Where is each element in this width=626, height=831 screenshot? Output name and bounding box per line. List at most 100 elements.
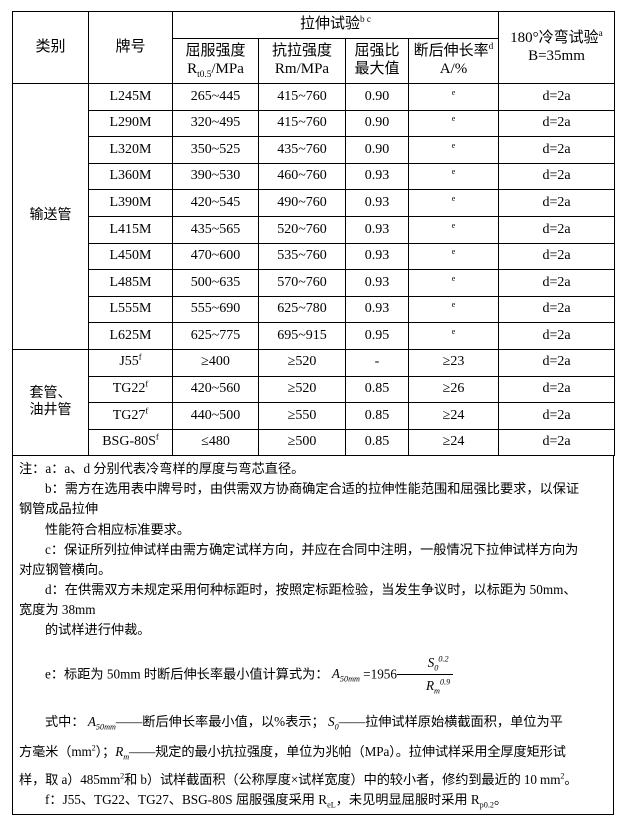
- where-var-s: S0: [328, 713, 339, 732]
- table-header: 类别 牌号 拉伸试验b c 180°冷弯试验a B=35mm 屈服强度 Rt0.…: [12, 11, 615, 84]
- cell-coldbend: d=2a: [498, 242, 615, 271]
- cell-coldbend: d=2a: [498, 162, 615, 191]
- cell-grade: L360M: [88, 162, 173, 191]
- cell-tensile-strength: ≥520: [258, 375, 346, 404]
- header-category: 类别: [12, 11, 89, 84]
- formula-lhs: A50mm: [331, 666, 360, 685]
- cell-tensile-strength: ≥520: [258, 348, 346, 377]
- note-b: b：需方在选用表中牌号时，由供需双方协商确定合适的拉伸性能范围和屈强比要求，以保…: [45, 481, 580, 497]
- cell-elongation: e: [408, 189, 499, 217]
- note-e-prefix: e：标距为 50mm 时断后伸长率最小值计算式为：: [45, 666, 329, 682]
- cell-grade: L450M: [88, 242, 173, 271]
- cell-elongation: e: [408, 295, 499, 324]
- table-row: 输送管 L245M 265~445 415~760 0.90 e d=2a: [12, 83, 615, 350]
- header-yield-subscript: t0.5: [197, 70, 212, 80]
- grade-footnote-sup: f: [138, 351, 142, 362]
- cell-grade: TG27f: [88, 402, 173, 430]
- cell-tensile-strength: 520~760: [258, 215, 346, 244]
- header-yield-strength-line2: Rt0.5/MPa: [187, 61, 244, 80]
- header-row-sub: 屈服强度 Rt0.5/MPa 抗拉强度 Rm/MPa 屈强比 最大值 断后伸长率…: [13, 38, 615, 84]
- cell-grade: L485M: [88, 269, 173, 297]
- where-var-r: Rm: [115, 743, 130, 762]
- cell-elongation: e: [408, 162, 499, 191]
- cell-tensile-strength: ≥500: [258, 428, 346, 457]
- category-label-line1: 套管、: [29, 386, 72, 402]
- cell-tensile-strength: 625~780: [258, 295, 346, 324]
- elongation-footnote-sup: e: [451, 247, 456, 257]
- elongation-footnote-sup: e: [451, 194, 456, 204]
- cell-elongation: e: [408, 83, 499, 111]
- note-a: 注：a：a、d 分别代表冷弯样的厚度与弯芯直径。: [19, 461, 305, 477]
- cell-yield-strength: 500~635: [172, 269, 259, 297]
- note-b-cont: 钢管成品拉伸: [19, 501, 99, 517]
- header-row-top: 类别 牌号 拉伸试验b c 180°冷弯试验a B=35mm: [12, 11, 615, 84]
- cell-yield-strength: 470~600: [172, 242, 259, 271]
- cell-yield-strength: 555~690: [172, 295, 259, 324]
- cell-coldbend: d=2a: [498, 189, 615, 217]
- cell-coldbend: d=2a: [498, 348, 615, 377]
- cell-elongation: e: [408, 109, 499, 138]
- cell-grade: TG22f: [88, 375, 173, 404]
- cell-yield-ratio: 0.85: [345, 402, 409, 430]
- category-cell: 套管、 油井管: [12, 348, 89, 457]
- cell-grade: L555M: [88, 295, 173, 324]
- formula-equals: =: [363, 666, 371, 682]
- note-c: c：保证所列拉伸试样由需方确定试样方向，并应在合同中注明，一般情况下拉伸试样方向…: [45, 541, 579, 557]
- cell-yield-strength: 625~775: [172, 322, 259, 350]
- header-yield-strength: 屈服强度 Rt0.5/MPa: [172, 38, 259, 84]
- where-var-a: A50mm: [87, 713, 116, 732]
- formula-fraction: S00.2 Rm0.9: [396, 653, 454, 696]
- header-elongation-sup: d: [488, 42, 494, 53]
- cell-yield-ratio: 0.93: [345, 215, 409, 244]
- header-tensile-group: 拉伸试验b c: [172, 11, 499, 39]
- table-row: L390M 420~545 490~760 0.93 e d=2a: [13, 189, 615, 217]
- cell-yield-strength: 350~525: [172, 136, 259, 164]
- header-coldbend: 180°冷弯试验a B=35mm: [498, 11, 615, 84]
- cell-yield-strength: 420~545: [172, 189, 259, 217]
- elongation-footnote-sup: e: [451, 87, 456, 97]
- cell-yield-ratio: 0.90: [345, 109, 409, 138]
- elongation-footnote-sup: e: [451, 327, 456, 337]
- table-row: TG22f 420~560 ≥520 0.85 ≥26 d=2a: [13, 375, 615, 404]
- cell-yield-ratio: 0.93: [345, 295, 409, 324]
- header-elongation-line1: 断后伸长率d: [413, 42, 494, 60]
- cell-coldbend: d=2a: [498, 269, 615, 297]
- cell-grade: L290M: [88, 109, 173, 138]
- note-b-cont2: 性能符合相应标准要求。: [45, 521, 191, 537]
- header-elongation-line2: A/%: [439, 61, 468, 77]
- cell-grade: L245M: [88, 83, 173, 111]
- cell-yield-strength: 435~565: [172, 215, 259, 244]
- cell-coldbend: d=2a: [498, 322, 615, 350]
- header-category-label: 类别: [35, 38, 66, 55]
- cell-grade: L415M: [88, 215, 173, 244]
- table-notes: 注：a：a、d 分别代表冷弯样的厚度与弯芯直径。 b：需方在选用表中牌号时，由供…: [12, 456, 614, 816]
- cell-yield-ratio: 0.93: [345, 242, 409, 271]
- table-row: L450M 470~600 535~760 0.93 e d=2a: [13, 242, 615, 271]
- cell-yield-ratio: 0.90: [345, 83, 409, 111]
- cell-coldbend: d=2a: [498, 375, 615, 404]
- elongation-footnote-sup: e: [451, 140, 456, 150]
- cell-yield-strength: 440~500: [172, 402, 259, 430]
- cell-yield-strength: ≥400: [172, 348, 259, 377]
- formula-coefficient: 1956: [370, 666, 397, 682]
- grade-footnote-sup: f: [145, 378, 149, 389]
- mechanical-properties-table: 类别 牌号 拉伸试验b c 180°冷弯试验a B=35mm 屈服强度 Rt0.…: [12, 11, 615, 457]
- header-tensile-strength-line2: Rm/MPa: [274, 61, 330, 77]
- elongation-footnote-sup: e: [451, 273, 456, 283]
- cell-yield-ratio: 0.85: [345, 428, 409, 457]
- cell-yield-ratio: 0.93: [345, 189, 409, 217]
- cell-tensile-strength: 535~760: [258, 242, 346, 271]
- cell-elongation: ≥24: [408, 428, 499, 457]
- header-yield-strength-line1: 屈服强度: [185, 43, 246, 60]
- cell-yield-strength: 420~560: [172, 375, 259, 404]
- note-d-cont2: 的试样进行仲裁。: [45, 621, 151, 637]
- header-yield-ratio-line2: 最大值: [354, 61, 400, 77]
- cell-coldbend: d=2a: [498, 136, 615, 164]
- header-tensile-group-sup: b c: [359, 15, 372, 26]
- table-row: L360M 390~530 460~760 0.93 e d=2a: [13, 162, 615, 191]
- cell-grade: L625M: [88, 322, 173, 350]
- table-row: 套管、 油井管 J55f ≥400 ≥520- ≥23 d=2a: [12, 348, 615, 457]
- formula-numerator: S00.2: [396, 653, 454, 675]
- cell-yield-ratio: 0.85: [345, 375, 409, 404]
- header-yield-ratio-line1: 屈强比: [354, 43, 400, 60]
